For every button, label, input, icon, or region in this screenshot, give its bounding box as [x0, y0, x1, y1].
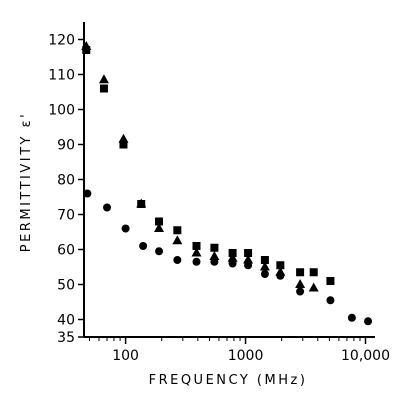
y-tick-label: 120: [48, 33, 75, 49]
circle-marker: [260, 270, 269, 278]
x-axis-title: FREQUENCY (MHz): [149, 373, 308, 388]
triangle-marker: [209, 251, 220, 260]
square-marker: [276, 261, 285, 270]
circle-marker: [364, 317, 373, 326]
triangle-marker: [191, 247, 202, 257]
triangle-marker: [227, 252, 238, 262]
square-marker: [244, 249, 253, 257]
square-marker: [296, 268, 305, 277]
triangle-marker: [98, 74, 109, 84]
y-tick-label: 80: [57, 173, 75, 189]
circle-marker: [228, 259, 237, 268]
triangle-marker: [81, 41, 92, 50]
triangle-marker: [259, 261, 270, 271]
triangle-marker: [118, 133, 129, 143]
circle-marker: [155, 247, 164, 256]
circle-marker: [296, 287, 305, 296]
y-tick-label: 60: [57, 243, 75, 259]
square-marker: [210, 243, 219, 252]
square-marker: [119, 140, 128, 149]
y-tick-label: 40: [57, 313, 75, 329]
triangle-marker: [243, 254, 254, 264]
circle-marker: [83, 189, 92, 198]
y-axis-title: PERMITTIVITY ε': [19, 112, 34, 252]
square-marker: [192, 242, 201, 250]
triangle-marker: [295, 279, 306, 288]
circle-marker: [139, 242, 148, 250]
x-tick-label: 1000: [228, 348, 264, 364]
triangle-marker: [136, 198, 147, 208]
square-marker: [173, 226, 182, 235]
square-marker: [155, 217, 164, 226]
x-tick-label: 10,000: [341, 348, 390, 364]
circle-marker: [276, 271, 285, 280]
square-marker: [99, 84, 108, 93]
circle-marker: [210, 257, 219, 266]
square-marker: [309, 268, 318, 277]
circle-marker: [347, 313, 356, 322]
data-points: [81, 41, 373, 326]
chart-axes: [83, 22, 375, 338]
triangle-marker: [172, 235, 183, 245]
square-marker: [260, 256, 269, 264]
y-tick-label: 35: [57, 330, 75, 346]
triangle-marker: [154, 223, 165, 232]
y-tick-label: 100: [48, 103, 75, 119]
x-axis-ticks: 100 1000 10,000: [88, 337, 390, 364]
circle-marker: [244, 261, 253, 270]
triangle-marker: [308, 282, 319, 292]
y-tick-label: 70: [57, 208, 75, 224]
y-tick-label: 90: [57, 138, 75, 154]
circle-marker: [121, 224, 130, 233]
circle-marker: [173, 256, 182, 264]
circle-marker: [192, 257, 201, 266]
y-tick-label: 50: [57, 278, 75, 294]
x-tick-label: 100: [112, 348, 139, 364]
circle-marker: [103, 203, 112, 212]
circle-marker: [326, 296, 335, 305]
square-marker: [326, 277, 335, 285]
y-tick-label: 110: [48, 68, 75, 84]
